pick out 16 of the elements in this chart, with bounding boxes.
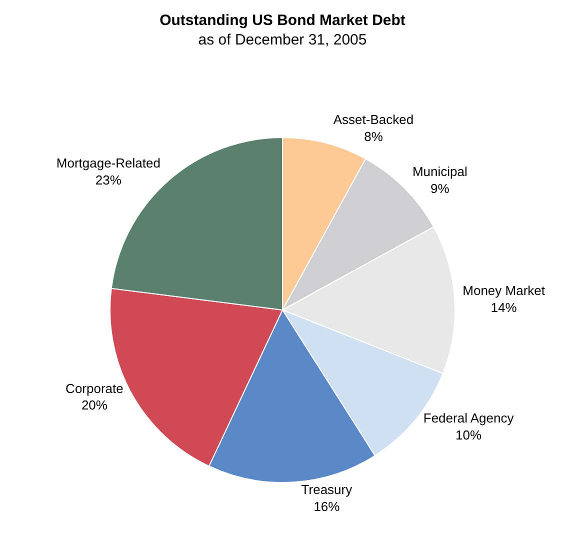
data-label: 9% — [430, 181, 450, 196]
data-label: 20% — [81, 398, 108, 413]
chart-title: Outstanding US Bond Market Debt — [160, 12, 406, 30]
data-label: 23% — [95, 172, 122, 188]
slice-label: Municipal — [412, 164, 468, 180]
slice-label: Corporate — [66, 380, 124, 396]
slice-label: Asset-Backed — [333, 112, 414, 128]
slice-label: Money Market — [462, 283, 546, 298]
slice-label: Mortgage-Related — [56, 156, 160, 171]
slice-label: Federal Agency — [423, 410, 514, 426]
data-label: 8% — [364, 128, 384, 144]
slice-label: Treasury — [301, 482, 353, 498]
chart-subtitle: as of December 31, 2005 — [198, 32, 367, 49]
data-label: 16% — [314, 498, 340, 514]
data-label: 14% — [490, 300, 518, 316]
data-label: 10% — [456, 427, 482, 442]
